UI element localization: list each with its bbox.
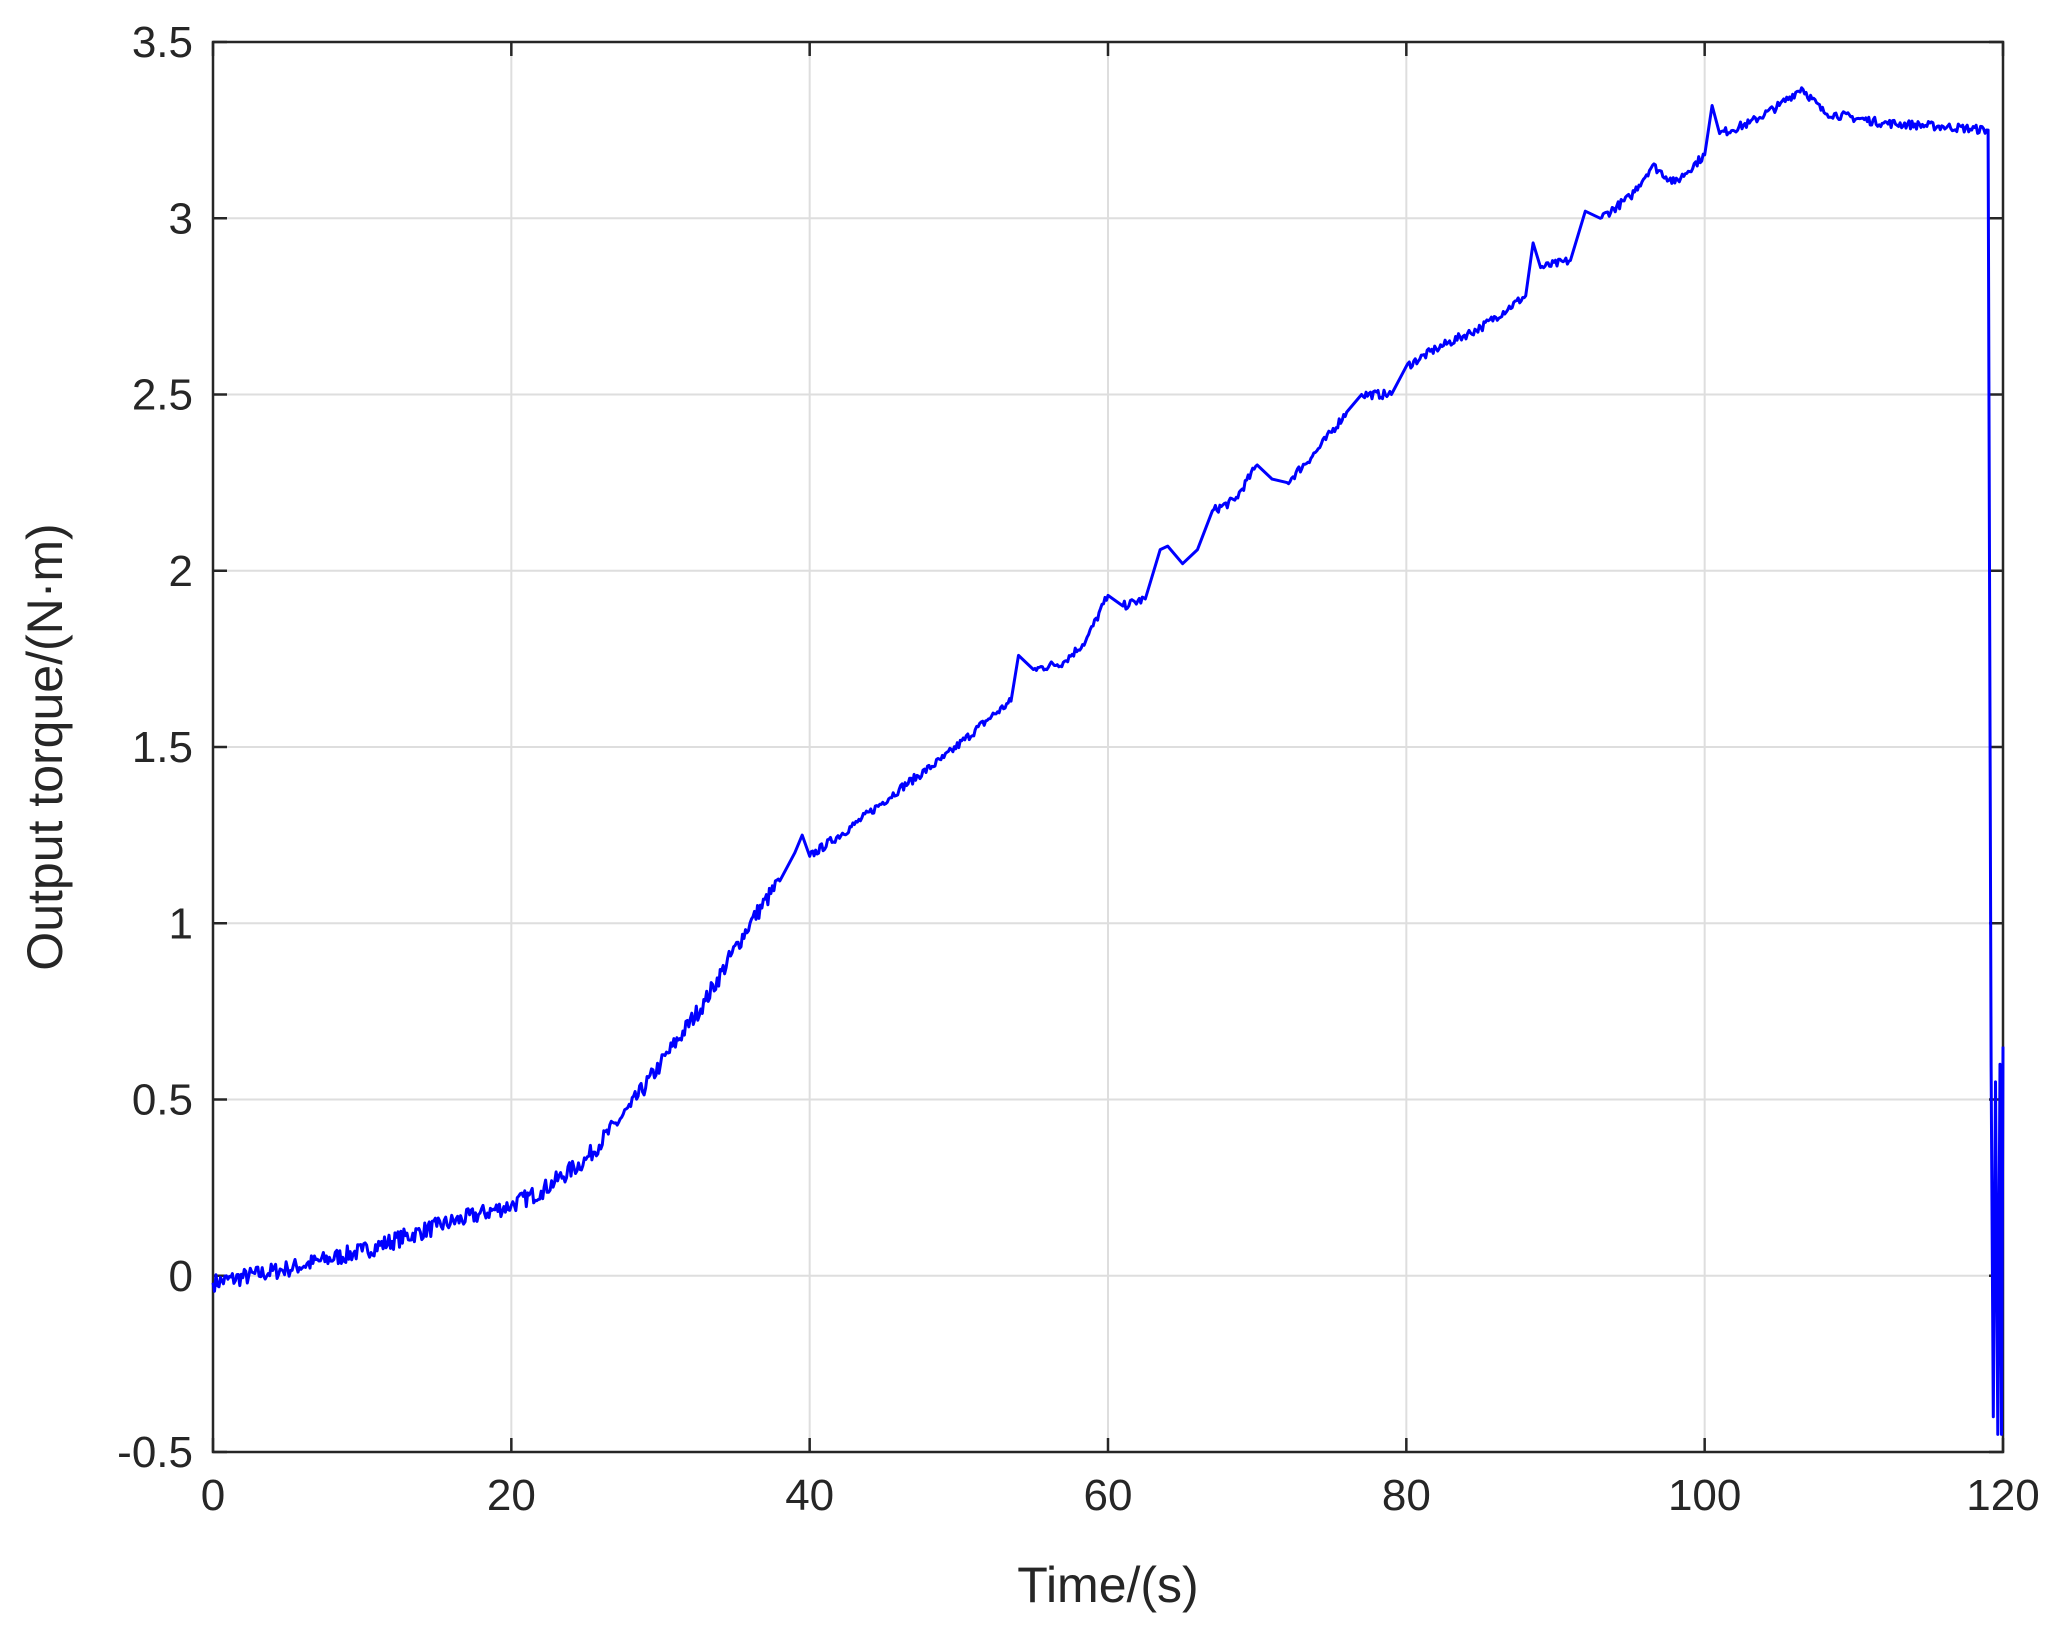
y-axis-title: Output torque/(N·m) — [17, 523, 73, 970]
x-tick-label: 60 — [1084, 1471, 1133, 1520]
x-tick-labels: 0 20 40 60 80 100 120 — [201, 1471, 2040, 1520]
x-tick-label: 120 — [1966, 1471, 2039, 1520]
y-tick-label: 1.5 — [132, 723, 193, 772]
y-tick-label: 3.5 — [132, 18, 193, 67]
y-tick-labels: -0.5 0 0.5 1 1.5 2 2.5 3 3.5 — [117, 18, 193, 1477]
x-tick-label: 80 — [1382, 1471, 1431, 1520]
y-tick-label: 2.5 — [132, 371, 193, 420]
y-tick-label: 1 — [169, 899, 193, 948]
y-tick-label: 2 — [169, 547, 193, 596]
x-tick-label: 100 — [1668, 1471, 1741, 1520]
x-tick-label: 0 — [201, 1471, 225, 1520]
x-tick-label: 40 — [785, 1471, 834, 1520]
grid — [213, 42, 2003, 1452]
x-axis-title: Time/(s) — [1017, 1557, 1198, 1613]
y-tick-label: -0.5 — [117, 1428, 193, 1477]
y-tick-label: 0 — [169, 1252, 193, 1301]
x-tick-label: 20 — [487, 1471, 536, 1520]
tick-marks — [211, 40, 2005, 1454]
torque-line — [211, 86, 2005, 1436]
y-tick-label: 0.5 — [132, 1076, 193, 1125]
y-tick-label: 3 — [169, 194, 193, 243]
